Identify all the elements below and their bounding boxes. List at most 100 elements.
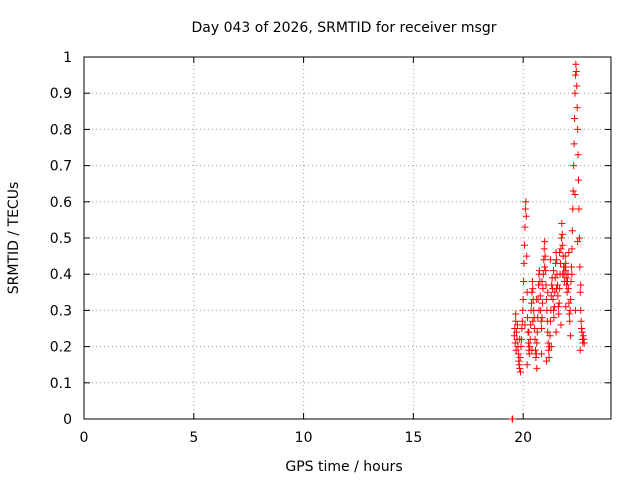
data-point: [559, 270, 567, 278]
data-point: [520, 241, 528, 249]
data-point: [567, 263, 575, 271]
x-axis-tick-labels: 0 5 10 15 20: [80, 430, 533, 446]
data-point: [535, 306, 543, 314]
plot-area-border: [83, 56, 612, 420]
data-point: [572, 60, 580, 68]
data-point: [512, 310, 520, 318]
data-point: [549, 296, 557, 304]
data-point: [518, 317, 526, 325]
data-point: [528, 346, 536, 354]
data-point: [557, 234, 565, 242]
data-point: [564, 285, 572, 293]
x-tick-label: 0: [80, 430, 89, 446]
data-point: [511, 325, 519, 332]
data-point: [528, 299, 536, 307]
data-point: [568, 245, 576, 253]
data-point: [547, 292, 555, 300]
data-point: [513, 328, 521, 336]
data-point: [531, 335, 539, 343]
data-point: [569, 205, 577, 213]
data-point: [512, 317, 520, 325]
data-point: [532, 296, 540, 304]
data-point: [571, 306, 579, 314]
data-point: [533, 364, 541, 372]
data-point: [556, 248, 564, 256]
data-point: [571, 115, 579, 123]
data-point: [535, 267, 543, 275]
data-point: [574, 151, 582, 159]
grid-lines: [84, 57, 611, 419]
data-point: [550, 314, 558, 322]
data-point: [567, 332, 575, 340]
data-point: [542, 296, 550, 304]
data-point: [528, 277, 536, 285]
data-point: [519, 306, 527, 314]
y-tick-label: 0.2: [50, 340, 72, 356]
data-point: [562, 267, 570, 275]
data-point: [523, 361, 531, 369]
data-point: [573, 82, 581, 90]
data-point: [542, 267, 550, 275]
data-point: [545, 353, 553, 361]
data-point: [540, 245, 548, 253]
data-point: [518, 325, 526, 332]
data-point: [561, 252, 569, 260]
data-point: [551, 288, 559, 296]
chart-title: Day 043 of 2026, SRMTID for receiver msg…: [192, 20, 497, 36]
data-point: [524, 339, 532, 347]
y-tick-label: 0.6: [50, 195, 72, 211]
data-point: [544, 288, 552, 296]
data-point: [538, 314, 546, 322]
data-point: [566, 317, 574, 325]
data-point: [555, 310, 563, 318]
data-point: [546, 332, 554, 340]
data-point: [538, 277, 546, 285]
data-point: [522, 212, 530, 220]
data-point: [569, 187, 577, 195]
data-point: [553, 281, 561, 289]
x-tick-label: 20: [514, 430, 532, 446]
y-axis-label: SRMTID / TECUs: [6, 182, 22, 295]
y-tick-label: 0.7: [50, 159, 72, 175]
data-point: [541, 263, 549, 271]
data-point: [576, 346, 584, 354]
data-point: [522, 198, 530, 206]
data-point: [520, 259, 528, 267]
data-point: [563, 281, 571, 289]
data-point: [531, 325, 539, 332]
data-point: [529, 285, 537, 293]
data-point: [546, 317, 554, 325]
data-point: [580, 339, 588, 347]
x-tick-label: 15: [404, 430, 422, 446]
data-point: [523, 252, 531, 260]
data-point: [576, 263, 584, 271]
data-point: [535, 281, 543, 289]
data-point: [577, 281, 585, 289]
data-point: [570, 162, 578, 170]
data-point: [524, 314, 532, 322]
data-point: [575, 176, 583, 184]
data-point: [567, 277, 575, 285]
data-point: [557, 321, 565, 329]
data-point: [521, 205, 529, 213]
data-point: [561, 263, 569, 271]
data-point: [512, 346, 520, 354]
data-point: [516, 335, 524, 343]
data-point: [575, 234, 583, 242]
data-point: [571, 89, 579, 97]
data-point: [575, 205, 583, 213]
y-tick-label: 0.1: [50, 376, 72, 392]
data-point: [513, 321, 521, 329]
data-point: [538, 350, 546, 358]
data-point: [571, 71, 579, 79]
data-point: [546, 256, 554, 264]
y-tick-label: 1: [63, 50, 72, 66]
data-point: [510, 332, 518, 340]
data-point: [558, 220, 566, 228]
data-point: [553, 285, 561, 293]
data-point: [541, 252, 549, 260]
data-point: [562, 259, 570, 267]
data-point: [544, 339, 552, 347]
data-point: [516, 353, 524, 361]
